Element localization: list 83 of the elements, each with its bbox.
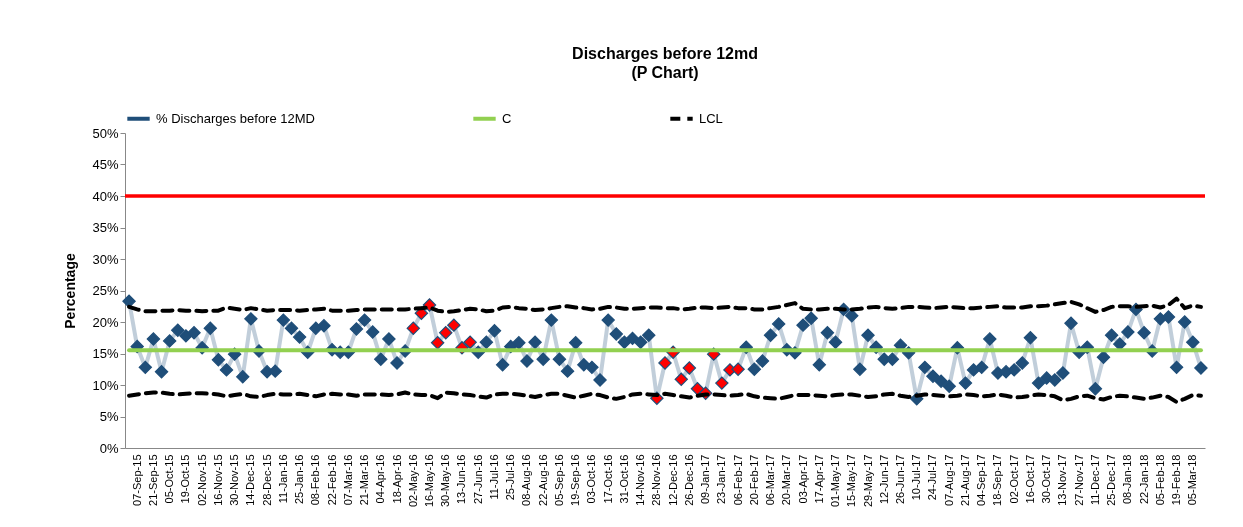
legend-label: C xyxy=(502,110,512,126)
x-tick-label: 07-Mar-16 xyxy=(341,454,354,506)
x-tick-label: 19-Oct-15 xyxy=(179,454,192,504)
x-tick-label: 16-Oct-17 xyxy=(1023,454,1036,504)
x-tick-label: 14-Nov-16 xyxy=(634,454,647,506)
x-tick-label: 11-Jan-16 xyxy=(276,454,289,504)
x-tick-label: 26-Jun-17 xyxy=(893,454,906,505)
y-tick-label: 15% xyxy=(92,346,119,361)
x-tick-label: 08-Feb-16 xyxy=(309,454,322,506)
x-tick-label: 21-Sep-15 xyxy=(146,454,159,506)
x-tick-label: 12-Dec-16 xyxy=(666,454,679,506)
x-tick-label: 05-Mar-18 xyxy=(1186,454,1199,506)
x-tick-label: 29-May-17 xyxy=(861,454,874,508)
x-tick-label: 28-Dec-15 xyxy=(260,454,273,506)
x-tick-label: 05-Feb-18 xyxy=(1153,454,1166,506)
x-tick-label: 17-Oct-16 xyxy=(601,454,614,504)
x-tick-label: 17-Apr-17 xyxy=(812,454,825,504)
x-tick-label: 25-Jul-16 xyxy=(504,454,517,501)
x-tick-label: 05-Oct-15 xyxy=(163,454,176,504)
x-tick-label: 31-Oct-16 xyxy=(617,454,630,504)
x-tick-label: 25-Dec-17 xyxy=(1105,454,1118,506)
y-axis-title: Percentage xyxy=(62,253,79,329)
y-tick-label: 30% xyxy=(92,251,119,267)
x-tick-label: 27-Nov-17 xyxy=(1072,454,1085,506)
y-tick-label: 5% xyxy=(99,409,119,424)
x-tick-label: 20-Feb-17 xyxy=(747,454,760,506)
x-tick-label: 14-Dec-15 xyxy=(244,454,257,506)
legend-label: LCL xyxy=(699,110,723,126)
x-tick-label: 10-Jul-17 xyxy=(910,454,923,501)
x-tick-label: 04-Sep-17 xyxy=(975,454,988,506)
x-tick-label: 22-Aug-16 xyxy=(536,454,549,506)
x-tick-label: 02-Nov-15 xyxy=(195,454,208,506)
x-tick-label: 21-Mar-16 xyxy=(358,454,371,506)
x-tick-label: 22-Feb-16 xyxy=(325,454,338,506)
x-tick-label: 27-Jun-16 xyxy=(471,454,484,505)
x-tick-label: 13-Nov-17 xyxy=(1056,454,1069,506)
x-tick-label: 01-May-17 xyxy=(829,454,842,508)
x-tick-label: 15-May-17 xyxy=(845,454,858,508)
x-tick-label: 18-Apr-16 xyxy=(390,454,403,504)
x-tick-label: 04-Apr-16 xyxy=(374,454,387,504)
x-tick-label: 30-Nov-15 xyxy=(228,454,241,506)
x-tick-label: 05-Sep-16 xyxy=(552,454,565,506)
x-tick-label: 20-Mar-17 xyxy=(780,454,793,506)
chart-title: Discharges before 12md xyxy=(572,45,758,62)
chart-subtitle: (P Chart) xyxy=(631,64,699,81)
y-tick-label: 35% xyxy=(92,220,119,235)
x-tick-label: 11-Jul-16 xyxy=(487,454,500,500)
x-tick-label: 06-Feb-17 xyxy=(731,454,744,506)
x-tick-label: 09-Jan-17 xyxy=(699,454,712,505)
x-tick-label: 28-Nov-16 xyxy=(650,454,663,506)
y-tick-label: 25% xyxy=(92,283,119,298)
x-tick-label: 30-May-16 xyxy=(439,454,452,508)
x-tick-label: 21-Aug-17 xyxy=(958,454,971,506)
x-tick-label: 06-Mar-17 xyxy=(764,454,777,506)
x-tick-label: 07-Sep-15 xyxy=(130,454,143,506)
x-tick-label: 03-Apr-17 xyxy=(796,454,809,504)
y-tick-label: 50% xyxy=(92,125,119,141)
x-tick-label: 08-Jan-18 xyxy=(1121,454,1134,505)
y-tick-label: 0% xyxy=(99,440,119,456)
x-tick-label: 13-Jun-16 xyxy=(455,454,468,505)
x-tick-label: 19-Feb-18 xyxy=(1170,454,1183,506)
x-tick-label: 22-Jan-18 xyxy=(1137,454,1150,505)
x-tick-label: 11-Dec-17 xyxy=(1088,454,1101,506)
x-tick-label: 18-Sep-17 xyxy=(991,454,1004,506)
x-tick-label: 23-Jan-17 xyxy=(715,454,728,505)
x-tick-label: 25-Jan-16 xyxy=(293,454,306,505)
x-tick-label: 24-Jul-17 xyxy=(926,454,939,501)
y-tick-label: 10% xyxy=(92,377,119,393)
x-tick-label: 02-Oct-17 xyxy=(1007,454,1020,504)
y-tick-label: 40% xyxy=(92,188,119,204)
x-tick-label: 26-Dec-16 xyxy=(682,454,695,506)
x-tick-label: 08-Aug-16 xyxy=(520,454,533,506)
x-tick-label: 12-Jun-17 xyxy=(877,454,890,505)
x-tick-label: 16-Nov-15 xyxy=(211,454,224,506)
x-tick-label: 07-Aug-17 xyxy=(942,454,955,506)
x-tick-label: 30-Oct-17 xyxy=(1040,454,1053,504)
x-tick-label: 03-Oct-16 xyxy=(585,454,598,504)
x-tick-label: 19-Sep-16 xyxy=(569,454,582,506)
legend-label: % Discharges before 12MD xyxy=(156,110,315,126)
x-tick-label: 02-May-16 xyxy=(406,454,419,508)
x-tick-label: 16-May-16 xyxy=(423,454,436,508)
y-tick-label: 45% xyxy=(92,157,119,172)
y-tick-label: 20% xyxy=(92,314,119,330)
